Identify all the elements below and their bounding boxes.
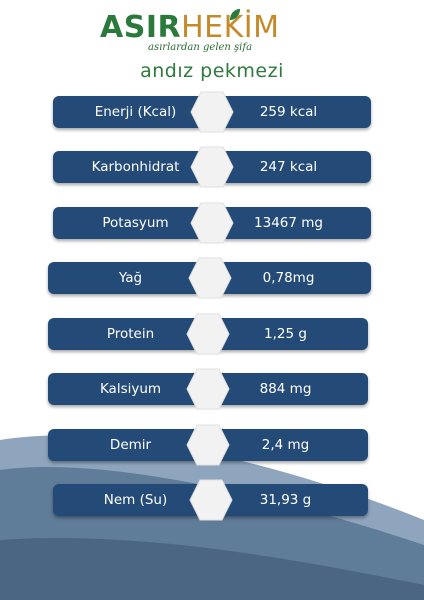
nutrient-value: 884 mg (203, 373, 368, 405)
nutrient-value: 13467 mg (206, 207, 371, 239)
hexagon-icon (186, 367, 230, 411)
hexagon-icon (190, 145, 234, 189)
brand-name: ASIRHEKİM (100, 10, 280, 45)
nutrient-row: Kalsiyum 884 mg (48, 368, 368, 410)
hexagon-icon (186, 423, 230, 467)
nutrient-row: Potasyum 13467 mg (53, 202, 371, 244)
leaf-icon (230, 9, 240, 20)
nutrient-row: Yağ 0,78mg (48, 257, 371, 299)
nutrient-label: Kalsiyum (48, 373, 213, 405)
nutrient-value: 0,78mg (206, 262, 371, 294)
brand-logo: ASIRHEKİM asırlardan gelen şifa (100, 8, 300, 58)
hexagon-icon (188, 478, 233, 522)
hexagon-icon (190, 90, 234, 134)
nutrient-value: 2,4 mg (203, 429, 368, 461)
product-title: andız pekmezi (140, 60, 284, 82)
nutrient-row: Enerji (Kcal) 259 kcal (53, 91, 371, 133)
nutrient-label: Protein (48, 318, 213, 350)
nutrient-row: Protein 1,25 g (48, 313, 368, 355)
nutrient-value: 247 kcal (206, 151, 371, 183)
nutrient-row: Karbonhidrat 247 kcal (53, 146, 371, 188)
nutrient-row: Nem (Su) 31,93 g (53, 479, 368, 521)
hexagon-icon (190, 201, 234, 245)
nutrient-label: Demir (48, 429, 213, 461)
nutrient-value: 1,25 g (203, 318, 368, 350)
hexagon-icon (186, 312, 230, 356)
nutrient-row: Demir 2,4 mg (48, 424, 368, 466)
hexagon-icon (187, 256, 232, 300)
nutrient-label: Yağ (48, 262, 213, 294)
brand-tagline: asırlardan gelen şifa (148, 42, 253, 53)
